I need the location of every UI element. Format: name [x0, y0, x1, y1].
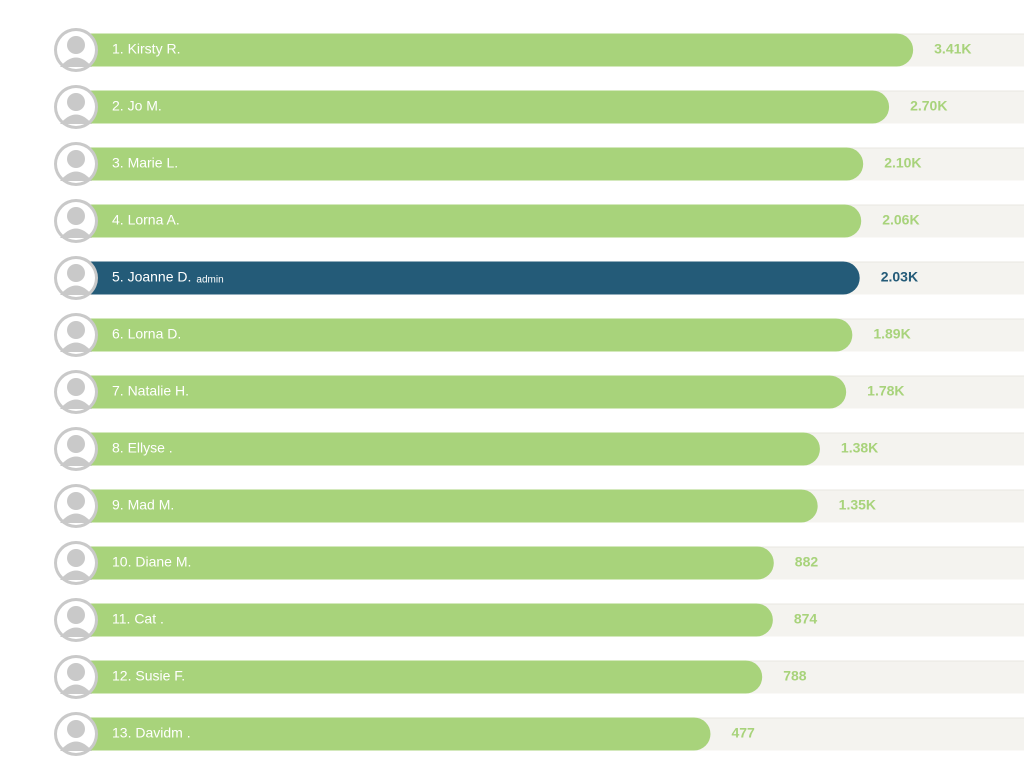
value-label: 874 — [794, 611, 818, 627]
avatar — [54, 427, 98, 471]
avatar — [54, 370, 98, 414]
leaderboard-row: 13. Davidm . 477 — [54, 712, 1024, 756]
value-label: 2.06K — [882, 212, 919, 228]
avatar-head — [67, 549, 85, 567]
value-label: 1.35K — [839, 497, 876, 513]
avatar-body — [60, 513, 92, 523]
value-label: 3.41K — [934, 41, 971, 57]
avatar-head — [67, 435, 85, 453]
bar — [75, 318, 853, 352]
avatar — [54, 484, 98, 528]
avatar-head — [67, 36, 85, 54]
avatar-head — [67, 207, 85, 225]
avatar-body — [60, 570, 92, 580]
leaderboard-row: 8. Ellyse . 1.38K — [54, 427, 1024, 471]
avatar-head — [67, 321, 85, 339]
avatar-head — [67, 264, 85, 282]
bar — [75, 546, 774, 580]
bar — [75, 489, 818, 523]
value-label: 477 — [731, 725, 755, 741]
avatar-head — [67, 150, 85, 168]
leaderboard-row: 10. Diane M. 882 — [54, 541, 1024, 585]
avatar — [54, 313, 98, 357]
value-label: 1.38K — [841, 440, 878, 456]
avatar — [54, 541, 98, 585]
user-name: 9. Mad M. — [112, 497, 174, 513]
avatar-body — [60, 741, 92, 751]
avatar-head — [67, 378, 85, 396]
user-name: 1. Kirsty R. — [112, 41, 180, 57]
leaderboard-row: 5. Joanne D. admin 2.03K — [54, 256, 1024, 300]
avatar — [54, 655, 98, 699]
leaderboard-row: 6. Lorna D. 1.89K — [54, 313, 1024, 357]
value-label: 1.89K — [873, 326, 910, 342]
leaderboard-row: 11. Cat . 874 — [54, 598, 1024, 642]
bar — [75, 432, 820, 466]
value-label: 2.70K — [910, 98, 947, 114]
bar — [75, 33, 914, 67]
user-name: 4. Lorna A. — [112, 212, 180, 228]
avatar — [54, 256, 98, 300]
avatar-body — [60, 456, 92, 466]
avatar-head — [67, 606, 85, 624]
avatar — [54, 712, 98, 756]
bar — [75, 90, 890, 124]
bar — [75, 717, 711, 751]
avatar-body — [60, 57, 92, 67]
bar — [75, 147, 864, 181]
user-name: 12. Susie F. — [112, 668, 185, 684]
user-name: 8. Ellyse . — [112, 440, 173, 456]
avatar-body — [60, 171, 92, 181]
avatar — [54, 28, 98, 72]
user-name: 13. Davidm . — [112, 725, 191, 741]
avatar-head — [67, 93, 85, 111]
bar — [75, 603, 773, 637]
user-name: 6. Lorna D. — [112, 326, 181, 342]
avatar — [54, 85, 98, 129]
avatar-head — [67, 663, 85, 681]
bar — [75, 375, 847, 409]
avatar — [54, 199, 98, 243]
leaderboard-row: 3. Marie L. 2.10K — [54, 142, 1024, 186]
avatar-body — [60, 627, 92, 637]
avatar-body — [60, 342, 92, 352]
user-name: 11. Cat . — [112, 611, 164, 627]
avatar-body — [60, 285, 92, 295]
leaderboard-row: 7. Natalie H. 1.78K — [54, 370, 1024, 414]
avatar-body — [60, 228, 92, 238]
user-name: 7. Natalie H. — [112, 383, 189, 399]
leaderboard-row: 2. Jo M. 2.70K — [54, 85, 1024, 129]
bar — [75, 261, 860, 295]
value-label: 882 — [795, 554, 819, 570]
user-name: 10. Diane M. — [112, 554, 191, 570]
avatar-body — [60, 399, 92, 409]
bar — [75, 204, 862, 238]
bar — [75, 660, 763, 694]
leaderboard-row: 9. Mad M. 1.35K — [54, 484, 1024, 528]
user-name: 2. Jo M. — [112, 98, 162, 114]
user-name: 3. Marie L. — [112, 155, 178, 171]
avatar-body — [60, 114, 92, 124]
value-label: 2.03K — [881, 269, 918, 285]
value-label: 788 — [783, 668, 807, 684]
avatar — [54, 142, 98, 186]
value-label: 2.10K — [884, 155, 921, 171]
user-name: 5. Joanne D. — [112, 269, 191, 285]
leaderboard-row: 1. Kirsty R. 3.41K — [54, 28, 1024, 72]
avatar-body — [60, 684, 92, 694]
avatar-head — [67, 492, 85, 510]
avatar — [54, 598, 98, 642]
leaderboard-row: 4. Lorna A. 2.06K — [54, 199, 1024, 243]
leaderboard-row: 12. Susie F. 788 — [54, 655, 1024, 699]
avatar-head — [67, 720, 85, 738]
value-label: 1.78K — [867, 383, 904, 399]
user-badge: admin — [196, 275, 223, 286]
